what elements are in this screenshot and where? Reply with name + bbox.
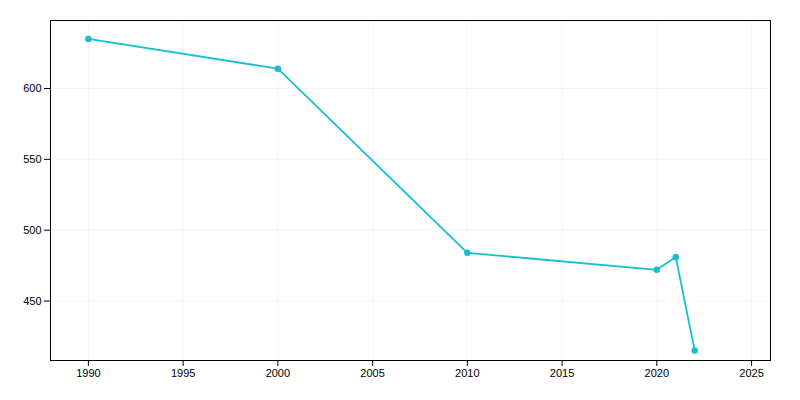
svg-text:2015: 2015 (550, 367, 574, 379)
svg-text:2010: 2010 (455, 367, 479, 379)
svg-text:550: 550 (23, 153, 41, 165)
svg-text:450: 450 (23, 295, 41, 307)
svg-text:2020: 2020 (645, 367, 669, 379)
svg-text:1995: 1995 (171, 367, 195, 379)
svg-text:2005: 2005 (360, 367, 384, 379)
svg-text:2025: 2025 (739, 367, 763, 379)
svg-text:1990: 1990 (76, 367, 100, 379)
svg-text:500: 500 (23, 224, 41, 236)
svg-text:600: 600 (23, 82, 41, 94)
svg-text:2000: 2000 (266, 367, 290, 379)
